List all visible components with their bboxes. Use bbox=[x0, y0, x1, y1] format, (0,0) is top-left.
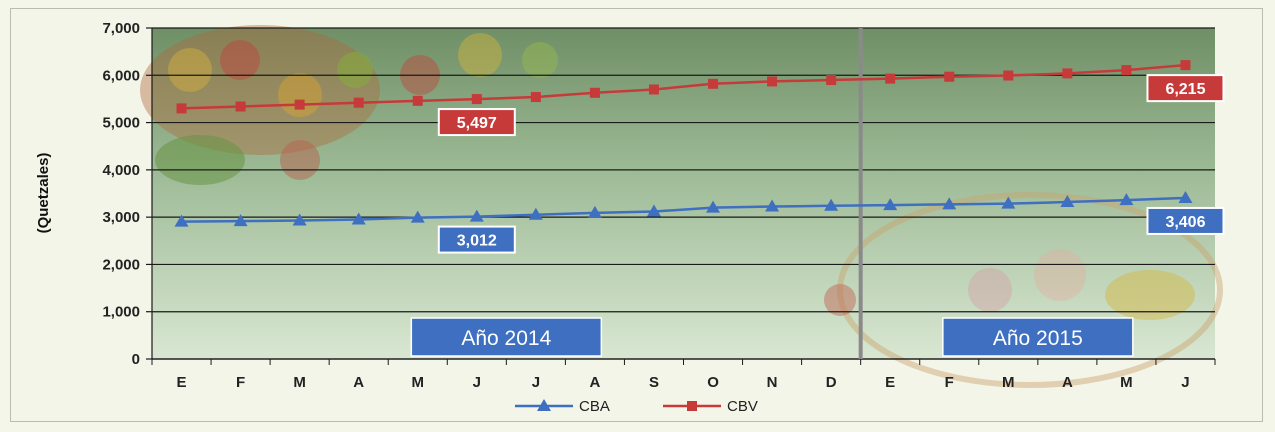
x-tick-label: M bbox=[293, 374, 306, 391]
series-line-cba bbox=[181, 196, 1186, 223]
data-point-cbv bbox=[648, 84, 659, 95]
y-tick-label: 7,000 bbox=[102, 20, 140, 37]
x-tick-label: D bbox=[826, 374, 837, 391]
x-tick-label: J bbox=[1181, 374, 1189, 391]
x-tick-label: M bbox=[412, 374, 425, 391]
legend: CBA CBV bbox=[515, 398, 758, 415]
y-tick-label: 6,000 bbox=[102, 67, 140, 84]
data-point-cba bbox=[1178, 190, 1193, 203]
legend-marker bbox=[537, 399, 551, 411]
data-point-cba bbox=[528, 207, 543, 220]
data-point-cba bbox=[942, 197, 957, 210]
data-point-cba bbox=[587, 205, 602, 218]
y-tick-label: 1,000 bbox=[102, 304, 140, 321]
x-tick-label: F bbox=[236, 374, 245, 391]
data-point-cbv bbox=[1121, 65, 1132, 76]
data-point-cba bbox=[233, 214, 248, 227]
data-point-cbv bbox=[1180, 60, 1191, 71]
data-label: 6,215 bbox=[1165, 81, 1205, 98]
data-point-cba bbox=[1001, 196, 1016, 209]
y-tick-label: 4,000 bbox=[102, 162, 140, 179]
data-point-cba bbox=[292, 213, 307, 226]
data-point-cba bbox=[410, 210, 425, 223]
plot-background bbox=[152, 28, 1215, 359]
data-label: 3,012 bbox=[457, 233, 497, 250]
data-label: 5,497 bbox=[457, 115, 497, 132]
data-point-cbv bbox=[176, 103, 187, 114]
x-tick-label: F bbox=[945, 374, 954, 391]
data-point-cbv bbox=[826, 75, 837, 86]
y-tick-label: 2,000 bbox=[102, 256, 140, 273]
data-point-cbv bbox=[589, 87, 600, 98]
data-label-box bbox=[1146, 206, 1225, 235]
data-point-cbv bbox=[294, 99, 305, 110]
legend-label: CBV bbox=[727, 398, 758, 415]
period-label: Año 2014 bbox=[461, 327, 551, 350]
series-layer bbox=[174, 60, 1193, 227]
data-label-box bbox=[1146, 74, 1225, 103]
data-point-cba bbox=[646, 204, 661, 217]
data-point-cbv bbox=[353, 97, 364, 108]
period-label-box bbox=[410, 317, 603, 357]
data-point-cbv bbox=[412, 95, 423, 106]
x-tick-label: E bbox=[177, 374, 187, 391]
y-tick-label: 0 bbox=[132, 351, 140, 368]
data-point-cba bbox=[765, 199, 780, 212]
data-point-cba bbox=[351, 212, 366, 225]
y-tick-label: 5,000 bbox=[102, 115, 140, 132]
x-tick-label: S bbox=[649, 374, 659, 391]
x-tick-label: O bbox=[707, 374, 719, 391]
data-label: 3,406 bbox=[1165, 214, 1205, 231]
x-tick-label: J bbox=[532, 374, 540, 391]
y-axis-title: (Quetzales) bbox=[35, 153, 52, 234]
data-labels: 3,012 3,406 5,497 6,215 bbox=[437, 74, 1225, 254]
x-tick-label: A bbox=[589, 374, 600, 391]
data-label-box bbox=[437, 108, 516, 137]
data-label-box bbox=[437, 225, 516, 254]
data-point-cbv bbox=[767, 76, 778, 87]
data-point-cbv bbox=[944, 71, 955, 82]
data-point-cba bbox=[706, 200, 721, 213]
data-point-cba bbox=[1060, 195, 1075, 208]
x-tick-label: A bbox=[1062, 374, 1073, 391]
series-line-cbv bbox=[181, 63, 1186, 110]
y-axis: 0 1,000 2,000 3,000 4,000 5,000 6,000 7,000 bbox=[102, 20, 153, 368]
legend-marker bbox=[687, 401, 697, 411]
period-labels: Año 2014 Año 2015 bbox=[410, 317, 1134, 357]
data-point-cba bbox=[174, 214, 189, 227]
data-point-cba bbox=[1119, 193, 1134, 206]
x-tick-label: E bbox=[885, 374, 895, 391]
x-tick-label: M bbox=[1120, 374, 1133, 391]
x-tick-label: J bbox=[473, 374, 481, 391]
data-point-cbv bbox=[530, 92, 541, 103]
data-point-cba bbox=[824, 198, 839, 211]
data-point-cbv bbox=[708, 78, 719, 89]
data-point-cbv bbox=[471, 94, 482, 105]
data-point-cbv bbox=[885, 73, 896, 84]
data-point-cba bbox=[469, 209, 484, 222]
y-tick-label: 3,000 bbox=[102, 209, 140, 226]
x-tick-label: N bbox=[767, 374, 778, 391]
legend-label: CBA bbox=[579, 398, 610, 415]
data-point-cbv bbox=[1062, 68, 1073, 79]
data-point-cbv bbox=[1003, 70, 1014, 81]
period-label-box bbox=[942, 317, 1134, 357]
x-tick-label: A bbox=[353, 374, 364, 391]
data-point-cba bbox=[883, 198, 898, 211]
data-point-cbv bbox=[235, 101, 246, 112]
period-label: Año 2015 bbox=[993, 327, 1083, 350]
x-tick-label: M bbox=[1002, 374, 1015, 391]
